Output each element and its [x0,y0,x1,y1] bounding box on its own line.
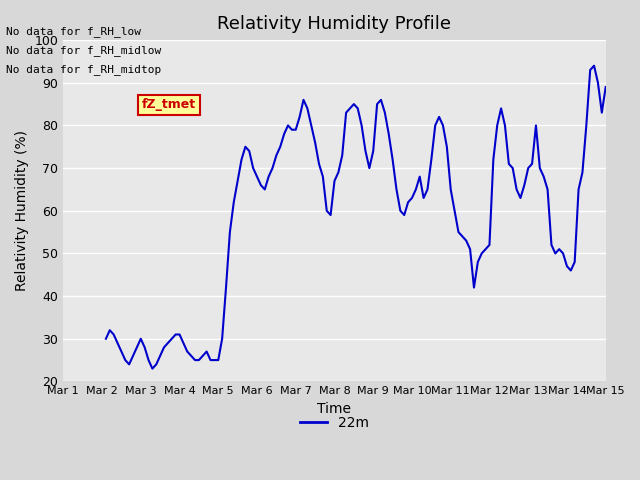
Text: No data for f_RH_low: No data for f_RH_low [6,25,141,36]
Y-axis label: Relativity Humidity (%): Relativity Humidity (%) [15,130,29,291]
Text: No data for f_RH_midtop: No data for f_RH_midtop [6,64,162,75]
Legend: 22m: 22m [294,411,375,436]
Title: Relativity Humidity Profile: Relativity Humidity Profile [218,15,451,33]
X-axis label: Time: Time [317,402,351,416]
Text: No data for f_RH_midlow: No data for f_RH_midlow [6,45,162,56]
Text: fZ_tmet: fZ_tmet [142,98,196,111]
